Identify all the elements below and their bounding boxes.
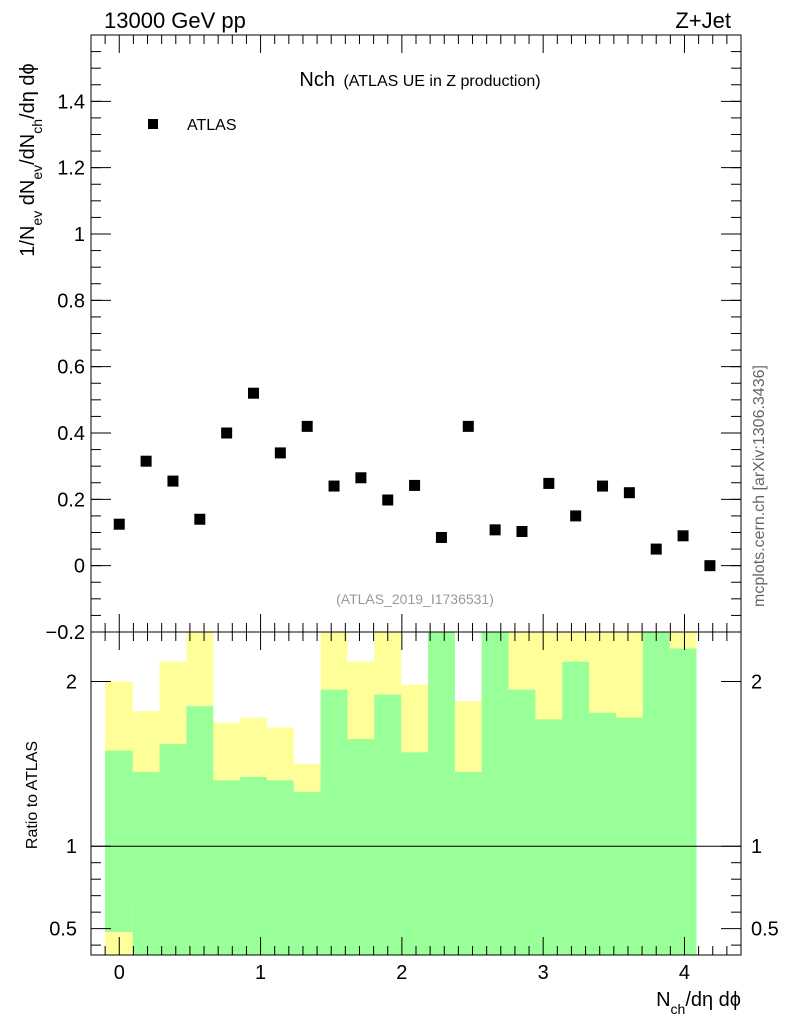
band-green-bin-0 (105, 750, 133, 932)
band-green-bin-11 (401, 752, 429, 955)
ratio-panel (91, 632, 741, 955)
x-axis-label: Nch/dη dϕ (656, 989, 741, 1017)
band-green-bin-5 (240, 777, 267, 955)
main-y-tick-label: 1.2 (57, 158, 85, 180)
ratio-y-tick-label: 1 (66, 836, 77, 858)
data-point (248, 387, 259, 399)
axes: −0.2 0 0.2 0.4 0.6 0.8 1 1.2 1.4 0 1 2 3 4 0.5 0.5 1 1 2 2 (46, 34, 779, 984)
x-tick-label: 2 (396, 962, 407, 984)
y-label-part: 1/N (17, 226, 39, 257)
data-point (355, 472, 367, 484)
y-label-part: ch (29, 119, 45, 134)
main-y-tick-label: 0 (74, 556, 85, 578)
x-label-part: N (656, 989, 670, 1011)
data-point (623, 487, 635, 499)
y-label-part: /dN (17, 134, 39, 165)
band-green-bin-8 (320, 689, 348, 955)
data-point (382, 494, 394, 506)
side-note: mcplots.cern.ch [arXiv:1306.3436] (751, 365, 768, 607)
main-y-tick-label: 0.4 (57, 423, 85, 445)
legend-label: ATLAS (187, 117, 237, 134)
band-green-bin-7 (293, 791, 321, 955)
y-label-part: /dη dϕ (17, 63, 39, 119)
band-green-bin-20 (642, 632, 670, 955)
band-green-bin-2 (159, 744, 187, 955)
band-green-bin-12 (428, 632, 455, 955)
data-point (274, 447, 286, 459)
x-tick-label: 4 (679, 962, 690, 984)
ratio-y-tick-label: 2 (66, 671, 77, 693)
data-point (570, 510, 582, 522)
main-y-tick-label: −0.2 (46, 622, 85, 644)
data-point (301, 420, 313, 432)
ratio-y-tick-label: 0.5 (49, 919, 77, 941)
data-point (462, 420, 474, 432)
data-points (113, 387, 716, 572)
x-tick-label: 1 (255, 962, 266, 984)
main-title-main: Nch (299, 69, 335, 91)
band-green-bin-21 (669, 648, 697, 955)
band-green-bin-10 (374, 694, 402, 955)
x-tick-label: 0 (114, 962, 125, 984)
data-point (704, 560, 716, 572)
legend-marker (148, 119, 158, 129)
data-point (194, 513, 206, 525)
band-green-bin-3 (186, 706, 214, 955)
ratio-y-tick-label-right: 1 (751, 836, 762, 858)
band-green-bin-1 (132, 772, 160, 955)
data-point (543, 477, 555, 489)
data-point (140, 455, 152, 467)
x-tick-label: 3 (538, 962, 549, 984)
watermark: (ATLAS_2019_I1736531) (336, 591, 494, 607)
y-label-part: ev (29, 211, 45, 226)
data-point (409, 479, 421, 491)
main-title: Nch (ATLAS UE in Z production) (299, 69, 540, 91)
main-y-tick-label: 1.4 (57, 91, 85, 113)
band-green-bin-9 (347, 739, 375, 955)
data-point (167, 475, 179, 487)
y-label-part: ev (29, 165, 45, 180)
data-point (597, 480, 609, 492)
main-y-axis-label: 1/Nev dNev/dNch/dη dϕ (17, 63, 45, 256)
x-label-part: /dη dϕ (685, 989, 741, 1011)
data-point (650, 543, 662, 555)
data-point (113, 518, 125, 530)
band-green-bin-14 (481, 632, 509, 955)
band-green-bin-15 (508, 689, 536, 955)
data-point (435, 531, 447, 543)
main-y-tick-label: 1 (74, 224, 85, 246)
main-y-tick-label: 0.6 (57, 357, 85, 379)
ratio-y-tick-label-right: 0.5 (751, 919, 779, 941)
ratio-y-axis-label: Ratio to ATLAS (24, 741, 41, 849)
band-green-bin-6 (266, 780, 294, 955)
x-label-part: ch (671, 1001, 686, 1017)
main-y-tick-label: 0.2 (57, 489, 85, 511)
band-green-bin-16 (535, 719, 563, 955)
data-point (328, 480, 340, 492)
band-green-bin-17 (562, 661, 590, 955)
band-green-bin-4 (213, 780, 241, 955)
ratio-y-tick-label-right: 2 (751, 671, 762, 693)
band-green-bin-18 (589, 712, 616, 955)
y-label-part: dN (17, 180, 39, 211)
data-point (516, 526, 528, 538)
band-green-bin-19 (615, 717, 643, 955)
main-y-tick-label: 0.8 (57, 290, 85, 312)
header-left: 13000 GeV pp (104, 8, 246, 33)
data-point (489, 524, 501, 536)
main-title-sub: (ATLAS UE in Z production) (343, 73, 540, 90)
header-right: Z+Jet (675, 8, 731, 33)
data-point (221, 427, 233, 439)
data-point (677, 530, 689, 542)
band-green-bin-13 (454, 772, 482, 955)
